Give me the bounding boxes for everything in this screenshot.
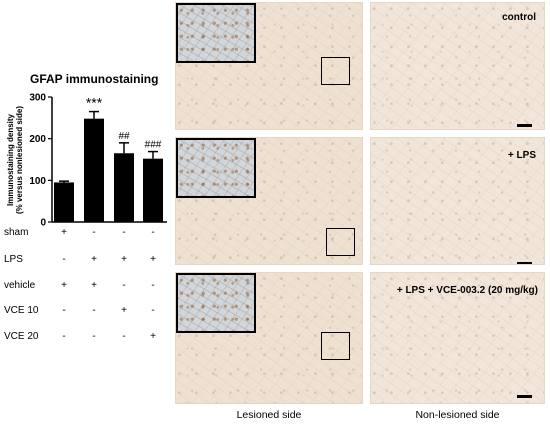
scale-bar [517, 124, 532, 127]
column-label-lesioned: Lesioned side [236, 409, 302, 421]
condition-mark: - [92, 331, 96, 342]
y-axis-label: (% versus nonlesioned side) [15, 106, 24, 214]
region-of-interest-box [321, 332, 350, 360]
panel-nonlesioned-lps: + LPS [370, 137, 545, 265]
bar [84, 118, 104, 222]
y-tick-label: 300 [29, 93, 46, 104]
zoom-inset [176, 138, 256, 198]
region-of-interest-box [326, 228, 355, 256]
panel-lesioned-lps-vce [175, 272, 363, 404]
condition-label: VCE 10 [4, 305, 39, 316]
y-axis-label: Immunostaining density [6, 113, 15, 206]
scale-bar [517, 395, 532, 398]
condition-mark: + [121, 254, 127, 265]
panel-nonlesioned-lps-vce: + LPS + VCE-003.2 (20 mg/kg) [370, 272, 545, 404]
scale-bar [517, 262, 532, 264]
condition-mark: - [62, 305, 66, 316]
bar [114, 153, 134, 222]
condition-mark: - [62, 254, 66, 265]
y-tick-label: 200 [29, 134, 46, 145]
condition-mark: - [151, 280, 155, 291]
region-of-interest-box [321, 57, 350, 85]
condition-mark: - [122, 227, 126, 238]
condition-mark: - [122, 331, 126, 342]
condition-mark: - [151, 227, 155, 238]
chart-title: GFAP immunostaining [30, 72, 159, 86]
condition-label: vehicle [4, 280, 36, 291]
condition-mark: - [151, 305, 155, 316]
y-tick-label: 0 [40, 218, 46, 229]
bar [143, 158, 163, 222]
panel-lesioned-control [175, 2, 363, 130]
condition-mark: - [62, 331, 66, 342]
condition-mark: + [121, 305, 127, 316]
condition-mark: + [150, 331, 156, 342]
condition-label: LPS [4, 254, 23, 265]
condition-mark: + [150, 254, 156, 265]
condition-mark: - [122, 280, 126, 291]
panel-lesioned-lps [175, 137, 363, 265]
column-label-nonlesioned: Non-lesioned side [415, 409, 500, 421]
bar [54, 182, 74, 222]
significance-label: *** [86, 95, 103, 111]
zoom-inset [176, 3, 256, 63]
condition-mark: + [91, 280, 97, 291]
panel-nonlesioned-control: control [370, 2, 545, 130]
zoom-inset [176, 273, 256, 333]
condition-mark: - [92, 305, 96, 316]
bar-chart: 0 100 200 300 Immunostaining density (% versu… [6, 93, 167, 229]
row-label-control: control [502, 12, 536, 23]
condition-label: VCE 20 [4, 331, 39, 342]
condition-mark: - [92, 227, 96, 238]
condition-label: sham [4, 227, 29, 238]
condition-mark: + [91, 254, 97, 265]
condition-mark: + [61, 227, 67, 238]
row-label-lps-vce: + LPS + VCE-003.2 (20 mg/kg) [396, 285, 538, 296]
condition-mark: + [61, 280, 67, 291]
significance-label: ### [145, 140, 162, 151]
y-tick-label: 100 [29, 176, 46, 187]
significance-label: ## [118, 131, 130, 142]
row-label-lps: + LPS [507, 150, 536, 161]
